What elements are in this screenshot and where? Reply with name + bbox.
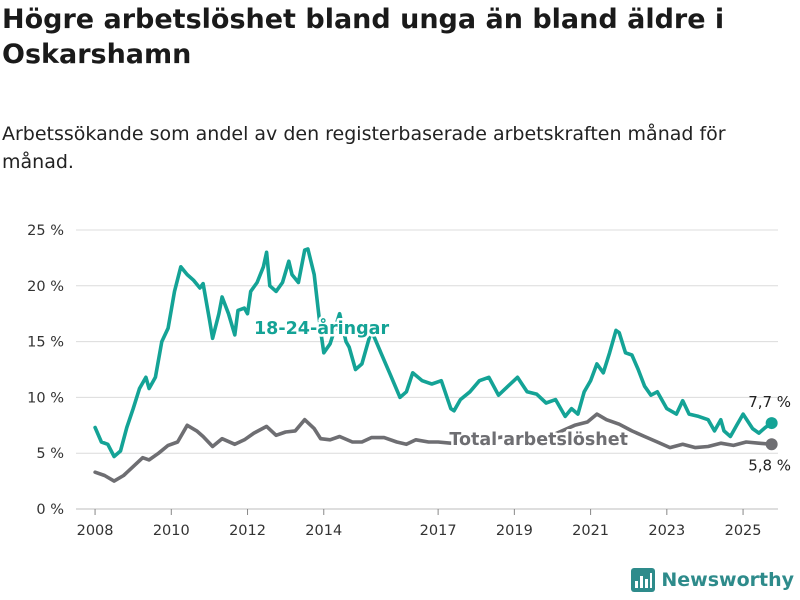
- x-tick-label: 2023: [648, 523, 685, 539]
- x-tick-label: 2019: [496, 523, 533, 539]
- y-tick-label: 10 %: [27, 390, 64, 406]
- x-tick-label: 2012: [229, 523, 266, 539]
- series-labels: 18-24-åringar Total arbetslöshet 7,7 % 5,8 …: [252, 315, 792, 475]
- end-value-label: 5,8 %: [748, 456, 791, 474]
- x-tick-label: 2021: [572, 523, 609, 539]
- x-axis: 2008 2010 2012 2014 2017 2019 2021 2023 2025: [77, 509, 762, 539]
- end-point-marker: [765, 417, 778, 430]
- y-tick-label: 20 %: [27, 279, 64, 295]
- series-name-label: Total arbetslöshet: [449, 430, 628, 450]
- brand-name: Newsworthy: [661, 569, 794, 591]
- brand-logo: Newsworthy: [631, 566, 794, 594]
- x-tick-label: 2017: [420, 523, 457, 539]
- x-tick-label: 2008: [77, 523, 114, 539]
- end-value-label: 7,7 %: [748, 393, 791, 411]
- end-point-marker: [765, 438, 778, 451]
- y-tick-label: 0 %: [36, 502, 64, 518]
- bar-chart-logo-icon: [631, 568, 656, 592]
- gridlines: 0 % 5 % 10 % 15 % 20 % 25 %: [27, 223, 778, 518]
- y-tick-label: 15 %: [27, 335, 64, 351]
- series-line: [93, 247, 774, 459]
- series-lines: [93, 247, 778, 483]
- chart-subtitle: Arbetssökande som andel av den registerb…: [2, 123, 726, 173]
- series-line: [93, 412, 774, 483]
- series-name-label: 18-24-åringar: [254, 317, 389, 339]
- x-tick-label: 2010: [153, 523, 190, 539]
- chart-title: Högre arbetslöshet bland unga än bland ä…: [2, 4, 725, 70]
- y-tick-label: 25 %: [27, 223, 64, 239]
- x-tick-label: 2014: [305, 523, 342, 539]
- y-tick-label: 5 %: [36, 446, 64, 462]
- x-tick-label: 2025: [725, 523, 762, 539]
